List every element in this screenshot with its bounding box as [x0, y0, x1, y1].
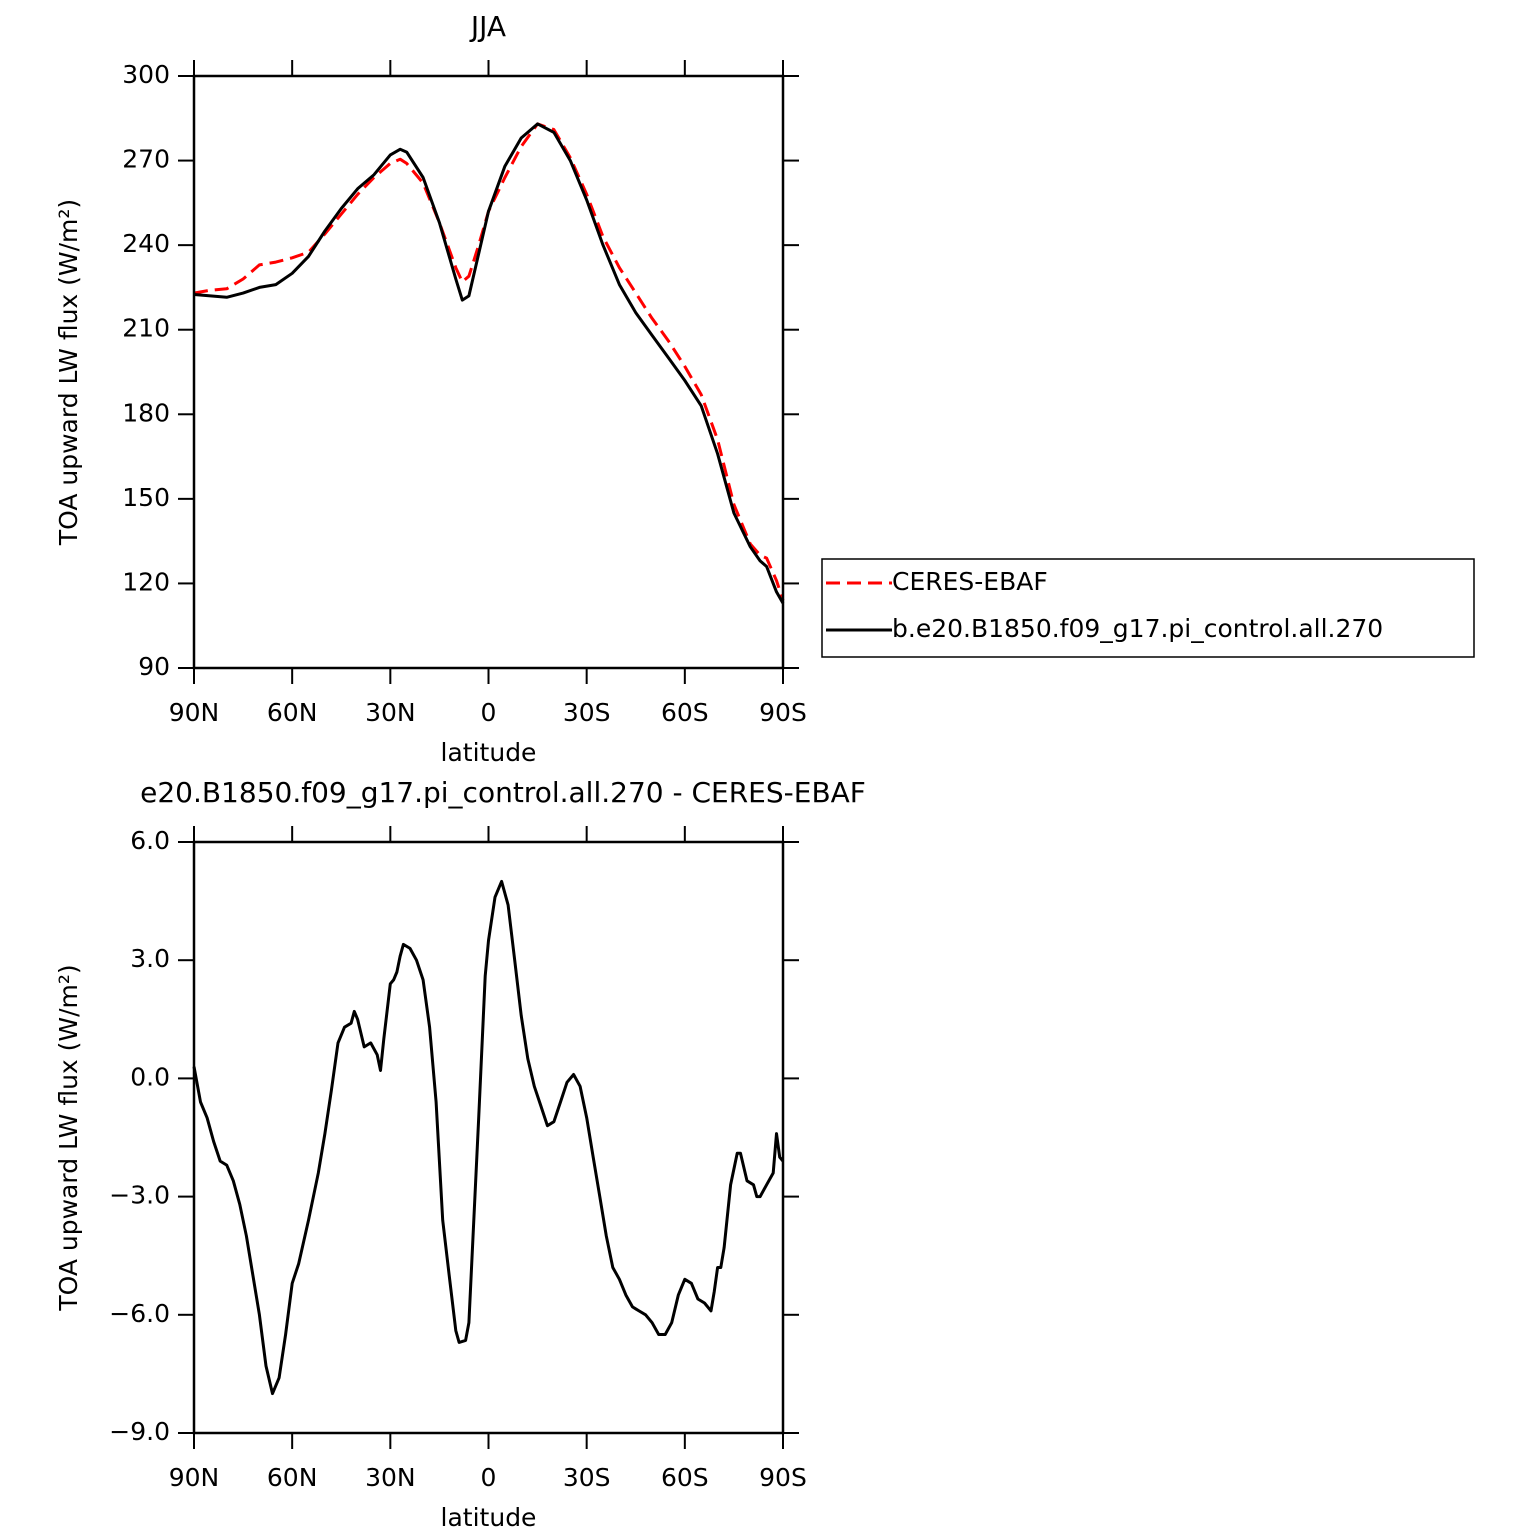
y-tick-label: −3.0 [109, 1181, 170, 1210]
y-axis-label: TOA upward LW flux (W/m²) [54, 199, 83, 546]
y-tick-label: −6.0 [109, 1299, 170, 1328]
plot-frame [192, 74, 785, 670]
x-tick-label: 30N [365, 1463, 416, 1492]
x-tick-label: 60S [661, 698, 709, 727]
x-axis-label: latitude [441, 738, 537, 767]
x-tick-label: 30S [563, 698, 611, 727]
y-tick-label: 270 [122, 145, 170, 174]
x-tick-label: 90N [169, 1463, 220, 1492]
x-tick-label: 60N [267, 1463, 318, 1492]
y-tick-label: 300 [122, 60, 170, 89]
x-tick-label: 30S [563, 1463, 611, 1492]
y-tick-label: 90 [138, 652, 170, 681]
y-tick-label: 120 [122, 567, 170, 596]
legend-box [821, 558, 1475, 658]
y-tick-label: 180 [122, 398, 170, 427]
chart-title: e20.B1850.f09_g17.pi_control.all.270 - C… [140, 776, 866, 809]
data-line [192, 879, 785, 1396]
y-tick-label: 6.0 [130, 826, 170, 855]
x-tick-label: 0 [481, 698, 497, 727]
x-tick-label: 0 [481, 1463, 497, 1492]
x-tick-label: 90S [759, 698, 807, 727]
data-line [193, 122, 785, 601]
y-tick-label: −9.0 [109, 1417, 170, 1446]
chart-title: JJA [469, 10, 506, 43]
y-tick-label: 210 [122, 314, 170, 343]
x-tick-label: 30N [365, 698, 416, 727]
legend-label: b.e20.B1850.f09_g17.pi_control.all.270 [892, 614, 1383, 643]
x-tick-label: 90S [759, 1463, 807, 1492]
y-tick-label: 240 [122, 229, 170, 258]
y-axis-label: TOA upward LW flux (W/m²) [54, 964, 83, 1311]
y-tick-label: 0.0 [130, 1062, 170, 1091]
data-line [193, 122, 785, 604]
y-tick-label: 150 [122, 483, 170, 512]
legend-label: CERES-EBAF [892, 567, 1048, 596]
plot-frame [192, 840, 785, 1435]
x-axis-label: latitude [441, 1503, 537, 1532]
x-tick-label: 60N [267, 698, 318, 727]
x-tick-label: 90N [169, 698, 220, 727]
x-tick-label: 60S [661, 1463, 709, 1492]
y-tick-label: 3.0 [130, 944, 170, 973]
